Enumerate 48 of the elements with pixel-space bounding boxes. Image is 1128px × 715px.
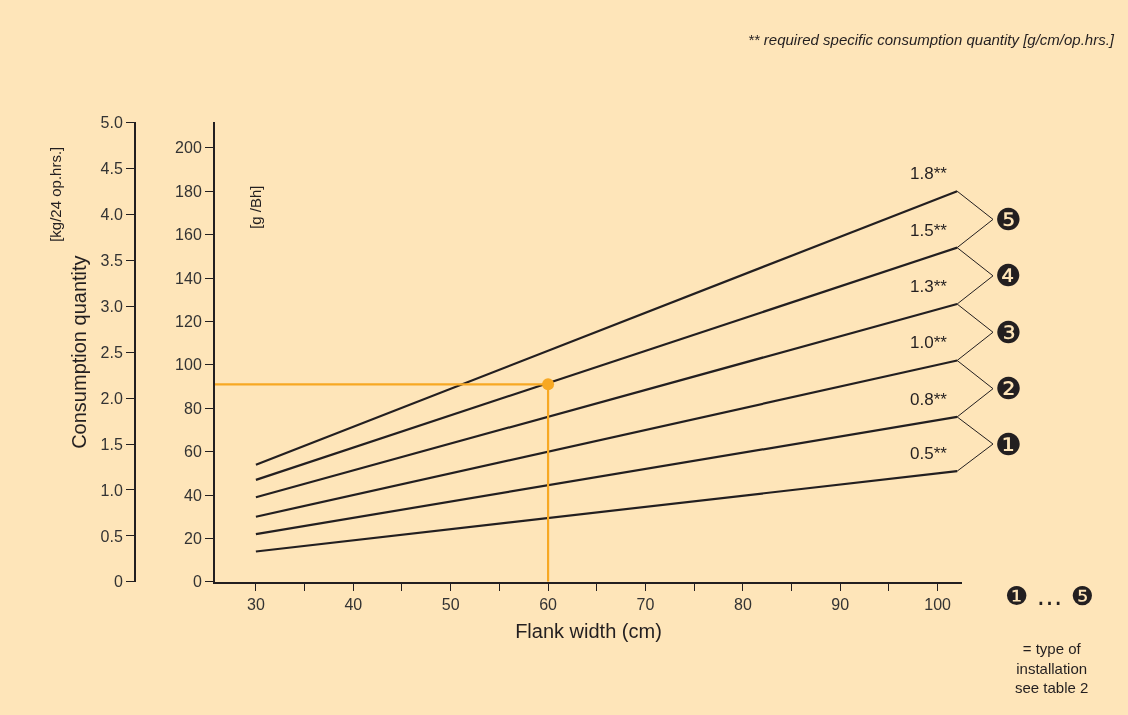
text: ❹ [995,258,1022,293]
y-tick-label: 200 [175,139,202,157]
y-axis-title: [g /Bh] [247,185,265,229]
legend-label: 1.0** [910,333,948,352]
x-tick-label: 40 [344,596,363,614]
x-axis-title: Flank width (cm) [515,620,662,643]
y-tick-label: 140 [175,269,202,287]
text: [kg/24 op.hrs.] [47,146,65,242]
y2-tick-label: 2.5 [100,343,123,361]
y-tick-label: 160 [175,226,202,244]
text: ❸ [995,315,1022,350]
y-tick-label: 0 [192,573,202,591]
x-tick-label: 30 [247,596,265,614]
x-tick-label: 70 [636,596,655,614]
text: ** required specific consumption quantity [g/cm/op.hrs.] [748,31,1115,48]
y2-tick-label: 1.0 [100,481,123,499]
text: ❺ [995,202,1022,237]
y2-tick-label: 4.0 [100,205,123,223]
y2-tick-label: 3.5 [100,251,123,269]
y-tick-label: 100 [175,356,202,374]
y-tick-label: 40 [184,486,202,504]
y2-axis-title: Consumption quantity [67,255,90,449]
text: = type of installation see table 2 [1015,640,1089,696]
y2-tick-label: 5.0 [100,113,123,131]
text: ❶ … ❺ [1005,581,1095,611]
legend-label: 1.3** [910,277,948,296]
y2-tick-label: 3.0 [100,297,123,315]
legend-label: 0.8** [910,390,948,409]
text: ❷ [995,371,1022,406]
y-tick-label: 120 [175,313,202,331]
y-tick-label: 60 [184,443,202,461]
legend-label: 1.5** [910,221,948,240]
y-tick-label: 20 [184,530,202,548]
x-tick-label: 60 [539,596,558,614]
legend-label: 0.5** [910,444,948,463]
x-tick-label: 50 [441,596,460,614]
y-tick-label: 180 [175,182,202,200]
y-tick-label: 80 [184,399,202,417]
y2-tick-label: 0.5 [100,527,123,545]
x-tick-label: 100 [924,596,952,614]
y2-tick-label: 0 [113,573,123,591]
x-tick-label: 80 [733,596,752,614]
y2-tick-label: 4.5 [100,159,123,177]
y2-tick-label: 2.0 [100,389,123,407]
y2-tick-label: 1.5 [100,435,123,453]
text: ❶ [995,427,1022,462]
x-tick-label: 90 [831,596,850,614]
series-label: 1.8** [910,164,948,183]
